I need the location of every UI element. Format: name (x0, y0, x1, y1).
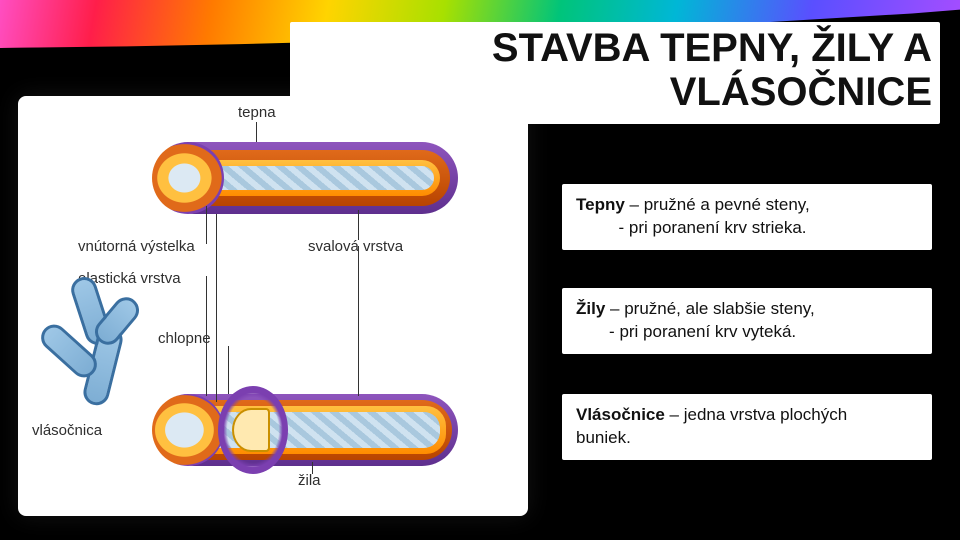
title-line-1: STAVBA TEPNY, ŽILY A (300, 26, 932, 70)
info-bold: Tepny (576, 195, 625, 214)
artery-cross-section (152, 142, 224, 214)
vein-cross-section (152, 394, 224, 466)
label-vnutorna-vystelka: vnútorná výstelka (78, 238, 195, 255)
info-line-1: Tepny – pružné a pevné steny, (576, 194, 918, 217)
vein-valve-leaflet (232, 408, 270, 452)
leader-line (228, 346, 229, 396)
info-box-zily: Žily – pružné, ale slabšie steny, - pri … (562, 288, 932, 354)
leader-line (216, 214, 217, 276)
info-text: – pružné, ale slabšie steny, (605, 299, 814, 318)
info-bold: Vlásočnice (576, 405, 665, 424)
artery-illustration (158, 142, 458, 214)
label-vlasocnica: vlásočnica (32, 422, 102, 439)
label-zila: žila (298, 472, 321, 489)
capillary-illustration (36, 276, 146, 416)
leader-line (216, 276, 217, 402)
diagram-panel: tepna vnútorná výstelka elastická vrstva… (18, 96, 528, 516)
leader-line (206, 276, 207, 396)
label-chlopne: chlopne (158, 330, 211, 347)
info-line-2: - pri poranení krv vyteká. (576, 321, 918, 344)
info-line-2: buniek. (576, 427, 918, 450)
leader-line (358, 210, 359, 240)
info-bold: Žily (576, 299, 605, 318)
label-svalova-vrstva: svalová vrstva (308, 238, 403, 255)
info-text: – pružné a pevné steny, (625, 195, 810, 214)
info-line-1: Žily – pružné, ale slabšie steny, (576, 298, 918, 321)
leader-line (256, 122, 257, 142)
info-line-2: - pri poranení krv strieka. (576, 217, 918, 240)
vein-illustration (158, 394, 458, 466)
label-tepna: tepna (238, 104, 276, 121)
diagram: tepna vnútorná výstelka elastická vrstva… (28, 106, 518, 506)
info-line-1: Vlásočnice – jedna vrstva plochých (576, 404, 918, 427)
leader-line (206, 206, 207, 244)
info-box-tepny: Tepny – pružné a pevné steny, - pri pora… (562, 184, 932, 250)
info-box-vlasocnice: Vlásočnice – jedna vrstva plochých bunie… (562, 394, 932, 460)
leader-line (312, 462, 313, 474)
leader-line (358, 246, 359, 396)
info-text: – jedna vrstva plochých (665, 405, 847, 424)
